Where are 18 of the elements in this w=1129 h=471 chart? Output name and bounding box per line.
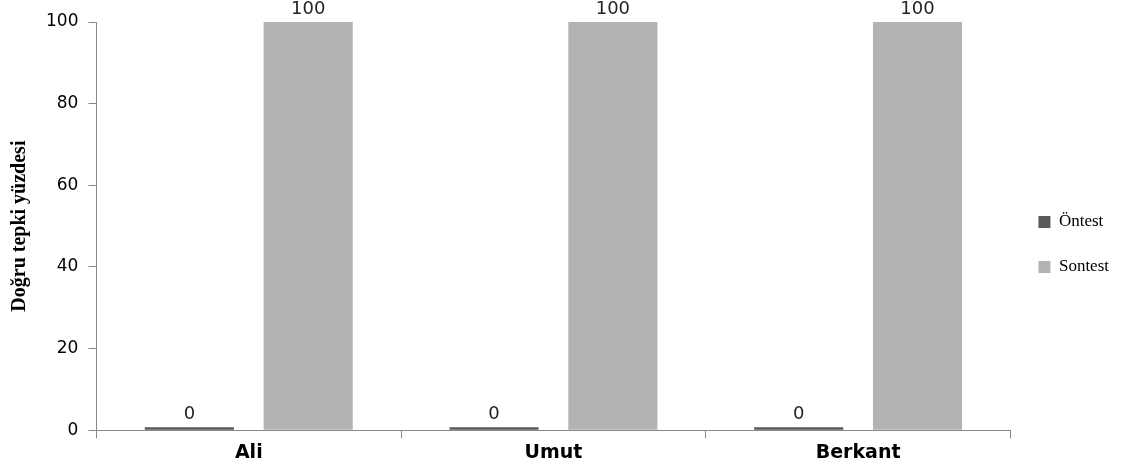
data-label: 0 [488,401,500,423]
x-tick-label: Berkant [815,439,901,462]
data-label: 0 [792,401,805,423]
legend-label: Öntest [1058,211,1104,231]
data-label: 100 [291,0,326,18]
y-tick-label: 40 [56,255,79,276]
data-label: 100 [900,0,935,18]
y-tick-label: 60 [56,173,79,194]
y-tick-label: 100 [45,10,79,31]
x-tick-label: Ali [234,439,263,462]
y-tick-label: 0 [67,418,79,439]
x-tick-label: Umut [524,439,583,462]
y-tick-label: 20 [56,336,79,357]
data-label: 0 [183,401,196,423]
y-axis-title: Doğru tepki yüzdesi [7,140,31,312]
data-label: 100 [595,0,631,18]
y-tick-label: 80 [56,92,79,113]
legend-label: Sontest [1058,256,1110,276]
